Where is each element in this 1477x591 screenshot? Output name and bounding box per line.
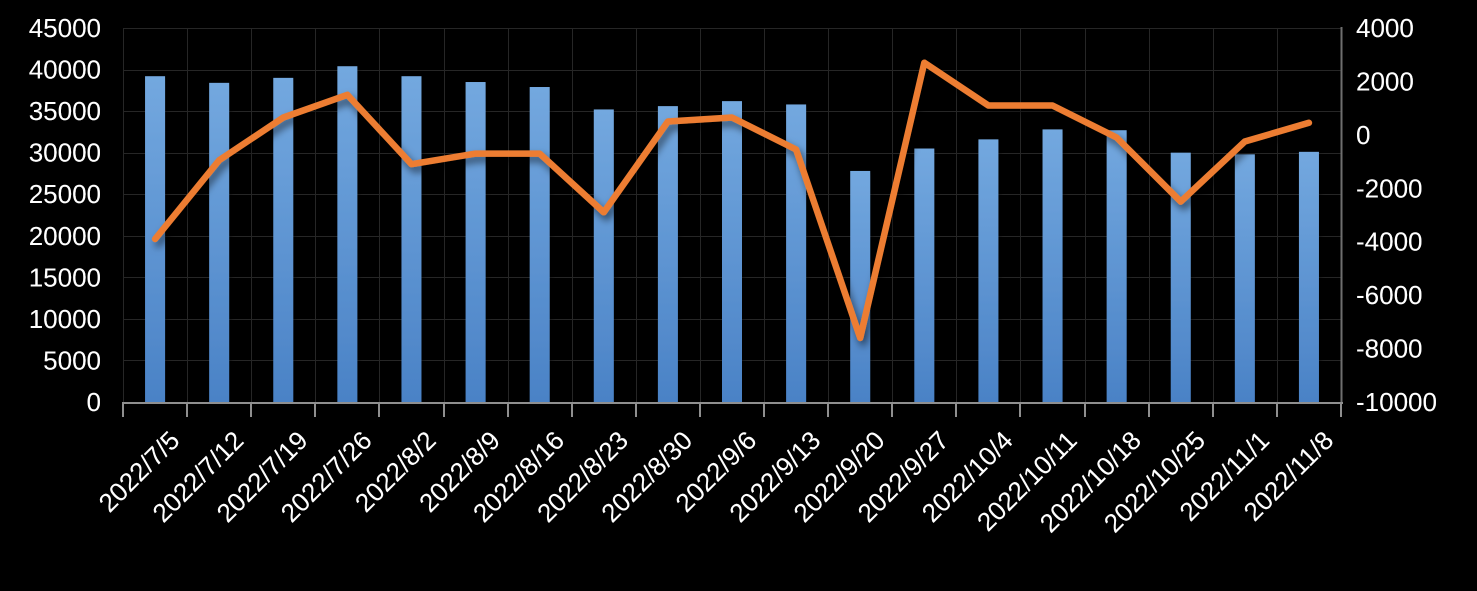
bar (1170, 152, 1191, 402)
bar (465, 82, 486, 403)
bar (593, 109, 614, 403)
left-axis-tick-label: 25000 (29, 179, 101, 209)
right-axis-tick-label: -8000 (1356, 334, 1423, 364)
left-axis-tick-label: 35000 (29, 96, 101, 126)
right-axis-tick-label: 2000 (1356, 66, 1414, 96)
bar (1106, 130, 1127, 402)
right-axis-tick-label: -6000 (1356, 280, 1423, 310)
bar (722, 101, 742, 402)
bar (786, 104, 807, 402)
left-axis-tick-label: 0 (87, 387, 101, 417)
data-line (151, 59, 1313, 342)
bar (1298, 151, 1319, 402)
left-axis-tick-label: 5000 (43, 345, 101, 375)
bar (337, 66, 358, 402)
bar-series (145, 66, 1319, 403)
bar (978, 139, 999, 402)
bar (401, 76, 422, 403)
right-axis-tick-label: -4000 (1356, 227, 1423, 257)
left-axis-labels: 45000 40000 35000 30000 25000 20000 15000 10000… (29, 13, 101, 417)
left-axis-tick-label: 45000 (29, 13, 101, 43)
bar (1234, 154, 1255, 402)
bar (1042, 129, 1063, 402)
right-axis-tick-label: -2000 (1356, 173, 1423, 203)
right-axis-tick-label: 4000 (1356, 13, 1414, 43)
bar (657, 106, 678, 402)
left-axis-tick-label: 30000 (29, 138, 101, 168)
right-axis-tick-label: 0 (1356, 120, 1370, 150)
left-axis-tick-label: 15000 (29, 262, 101, 292)
bar (209, 82, 230, 402)
left-axis-tick-label: 20000 (29, 221, 101, 251)
bar (914, 148, 935, 402)
bar (850, 170, 871, 402)
right-axis-tick-label: -10000 (1356, 387, 1437, 417)
left-axis-tick-label: 10000 (29, 304, 101, 334)
x-axis (122, 402, 1343, 417)
left-axis-tick-label: 40000 (29, 55, 101, 85)
bar (529, 87, 550, 403)
right-axis-labels: 4000 2000 0 -2000 -4000 -6000 -8000 -10000 (1356, 13, 1437, 417)
bar (273, 77, 294, 402)
